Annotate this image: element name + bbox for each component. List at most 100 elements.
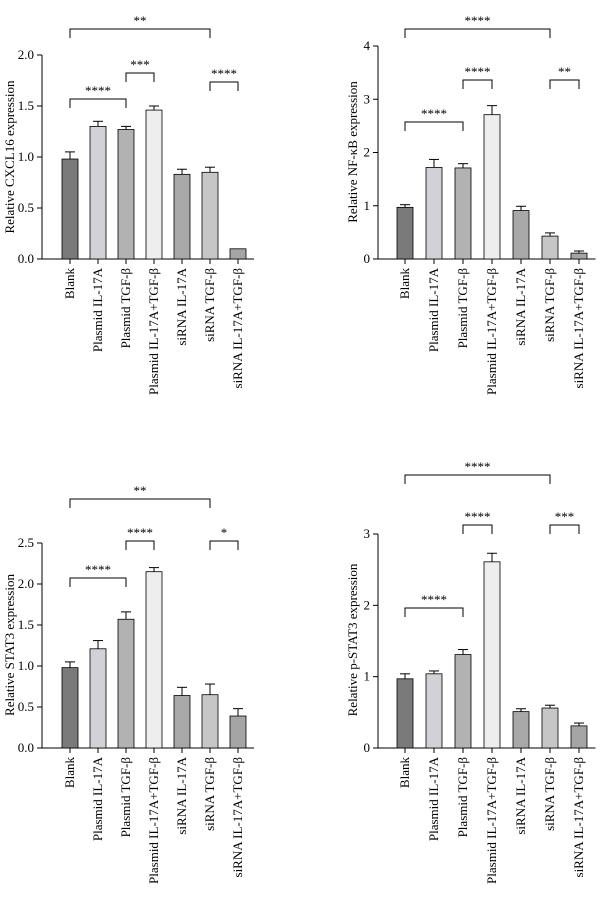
significance-bracket	[209, 81, 239, 91]
significance-bracket	[69, 577, 127, 587]
x-tick-label: siRNA IL-17A+TGF-β	[571, 757, 586, 878]
x-tick-label: Plasmid TGF-β	[118, 268, 133, 349]
significance-label: ****	[85, 562, 111, 577]
chart-panel-2: 0 1 2 3 4 Relative NF-κB expression Blank Plasm…	[345, 13, 596, 395]
significance-label: ***	[130, 57, 150, 72]
y-tick-label: 2	[364, 597, 371, 612]
x-tick-label: Plasmid IL-17A	[426, 756, 441, 841]
y-tick-label: 2.0	[18, 576, 34, 591]
y-tick-label: 0	[364, 740, 371, 755]
bar	[483, 114, 501, 260]
y-tick-label: 0	[364, 251, 371, 266]
significance-bracket	[462, 79, 493, 89]
x-tick-label: siRNA IL-17A	[513, 756, 528, 834]
significance-label: ****	[421, 106, 447, 121]
significance-bracket	[125, 540, 155, 550]
y-axis-label: Relative CXCL16 expression	[2, 80, 17, 234]
y-tick-label: 1.5	[18, 617, 34, 632]
bar	[541, 707, 559, 749]
x-tick-label: siRNA IL-17A+TGF-β	[571, 268, 586, 389]
x-tick-label: siRNA TGF-β	[542, 268, 557, 342]
chart-panel-4: 0 1 2 3 Relative p-STAT3 expression Blank Plas…	[345, 459, 596, 884]
y-tick-label: 1.0	[18, 149, 34, 164]
y-tick-label: 3	[364, 526, 371, 541]
significance-bracket	[549, 79, 580, 89]
x-tick-label: siRNA TGF-β	[202, 268, 217, 342]
significance-label: ****	[421, 592, 447, 607]
significance-label: **	[558, 64, 571, 79]
x-tick-label: siRNA IL-17A	[513, 267, 528, 345]
x-tick-label: Blank	[62, 757, 77, 789]
y-tick-label: 0.5	[18, 699, 34, 714]
bar	[570, 252, 588, 260]
significance-label: ****	[465, 13, 491, 28]
x-tick-label: Blank	[397, 757, 412, 789]
significance-label: ****	[465, 459, 491, 474]
significance-bracket	[209, 540, 239, 550]
bar	[512, 711, 530, 749]
bar	[89, 648, 107, 749]
significance-bracket	[462, 524, 493, 534]
chart-panel-1: 0.0 0.5 1.0 1.5 2.0 Relative CXCL16 expressio…	[2, 13, 254, 395]
x-tick-label: Blank	[397, 268, 412, 300]
x-tick-label: siRNA IL-17A	[174, 756, 189, 834]
y-tick-label: 0.5	[18, 200, 34, 215]
bar	[145, 109, 163, 260]
significance-bracket	[69, 98, 127, 108]
x-tick-label: siRNA IL-17A+TGF-β	[230, 757, 245, 878]
y-tick-label: 1.0	[18, 658, 34, 673]
bar	[201, 694, 219, 749]
significance-bracket	[404, 607, 464, 617]
bar	[541, 235, 559, 260]
significance-label: ****	[127, 525, 153, 540]
bar	[454, 654, 472, 749]
bar	[61, 158, 79, 260]
y-tick-label: 3	[364, 91, 371, 106]
bar	[117, 618, 135, 749]
significance-bracket	[404, 121, 464, 131]
significance-label: *	[221, 525, 228, 540]
bar	[201, 171, 219, 260]
x-tick-label: Plasmid TGF-β	[118, 757, 133, 838]
x-tick-label: Plasmid IL-17A	[426, 267, 441, 352]
x-tick-label: siRNA IL-17A	[174, 267, 189, 345]
y-axis-label: Relative p-STAT3 expression	[345, 563, 360, 716]
significance-label: ****	[211, 66, 237, 81]
x-tick-label: Plasmid IL-17A+TGF-β	[484, 268, 499, 395]
significance-label: **	[134, 483, 147, 498]
x-tick-label: siRNA TGF-β	[202, 757, 217, 831]
x-tick-label: Plasmid TGF-β	[455, 268, 470, 349]
x-tick-label: Plasmid IL-17A+TGF-β	[484, 757, 499, 884]
y-axis-label: Relative NF-κB expression	[345, 81, 360, 223]
significance-bracket	[404, 474, 551, 484]
bar	[61, 667, 79, 749]
significance-bracket	[125, 72, 155, 82]
chart-panel-3: 0.0 0.5 1.0 1.5 2.0 2.5 Relative STAT3 express…	[2, 483, 254, 884]
significance-bracket	[549, 524, 580, 534]
x-tick-label: siRNA IL-17A+TGF-β	[230, 268, 245, 389]
y-tick-label: 4	[364, 38, 371, 53]
bar	[229, 715, 247, 749]
y-tick-label: 0.0	[18, 251, 34, 266]
bar	[145, 571, 163, 749]
significance-bracket	[69, 498, 211, 508]
significance-label: ****	[465, 64, 491, 79]
x-tick-label: Plasmid IL-17A+TGF-β	[146, 268, 161, 395]
y-tick-label: 2.0	[18, 47, 34, 62]
bar	[570, 725, 588, 749]
y-tick-label: 1.5	[18, 98, 34, 113]
significance-label: ***	[555, 509, 575, 524]
significance-bracket	[404, 28, 551, 38]
bar	[229, 248, 247, 260]
y-tick-label: 1	[364, 669, 371, 684]
x-tick-label: Plasmid IL-17A	[90, 756, 105, 841]
bar	[117, 129, 135, 260]
y-tick-label: 2.5	[18, 535, 34, 550]
significance-label: ****	[465, 509, 491, 524]
x-tick-label: Blank	[62, 268, 77, 300]
x-tick-label: Plasmid IL-17A+TGF-β	[146, 757, 161, 884]
x-tick-label: Plasmid IL-17A	[90, 267, 105, 352]
bar	[173, 695, 191, 749]
bar	[396, 678, 414, 749]
